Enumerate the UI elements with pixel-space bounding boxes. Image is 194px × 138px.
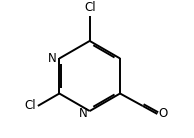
Text: O: O (159, 108, 168, 120)
Text: Cl: Cl (84, 1, 95, 14)
Text: N: N (79, 107, 87, 120)
Text: N: N (48, 52, 57, 65)
Text: Cl: Cl (25, 99, 36, 112)
